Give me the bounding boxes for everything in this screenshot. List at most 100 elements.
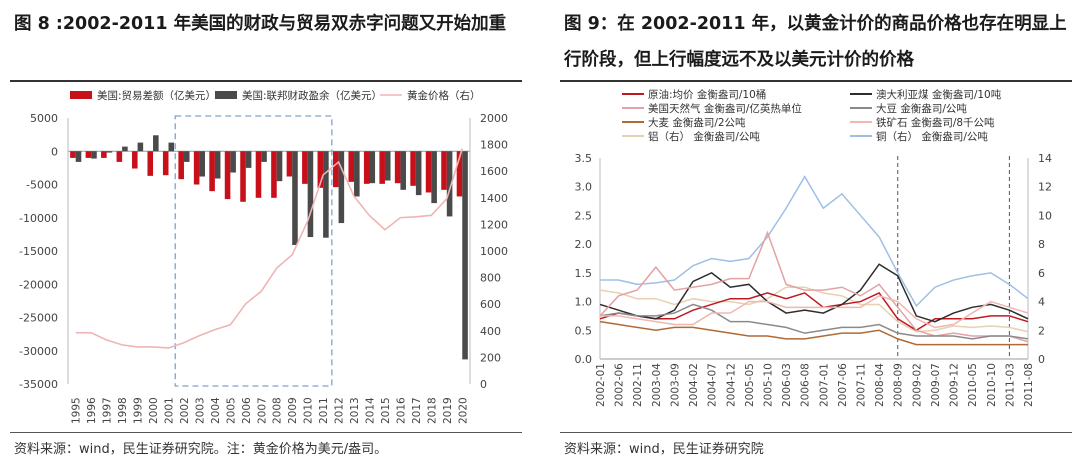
trade-balance-bar <box>333 151 339 188</box>
trade-balance-bar <box>348 151 355 182</box>
left-tick-label: 3.5 <box>575 152 593 165</box>
trade-balance-bar <box>363 151 370 184</box>
fiscal-balance-bar <box>462 151 468 360</box>
left-tick-label: 0 <box>51 145 58 158</box>
right-tick-label: 4 <box>1038 296 1045 309</box>
x-tick-label: 2016 <box>395 397 407 424</box>
right-tick-label: 0 <box>480 378 487 391</box>
figure-9-chart: 3.5 3.0 2.5 2.0 1.5 1.0 0.5 0.0 14 12 10 8 6 4 2 0 2002-… <box>575 88 1053 407</box>
figure-9-panel: 图 9：在 2002-2011 年，以黄金计价的商品价格也存在明显上行阶段，但上… <box>550 0 1080 470</box>
left-tick-label: 2.5 <box>575 209 593 222</box>
trade-balance-bar <box>456 151 463 197</box>
x-tick-label: 2005-10 <box>762 363 774 407</box>
trade-balance-bar <box>302 151 308 184</box>
right-tick-label: 1000 <box>480 245 508 258</box>
series-line <box>600 175 1029 308</box>
legend-swatch <box>70 91 92 99</box>
trade-balance-bar <box>379 151 385 184</box>
fiscal-balance-bar <box>431 151 437 204</box>
legend-label: 美国天然气 金衡盎司/亿英热单位 <box>648 102 802 115</box>
legend-label: 大麦 金衡盎司/2公吨 <box>648 116 746 129</box>
x-tick-label: 2017 <box>411 397 423 424</box>
legend-label: 铝（右） 金衡盎司/公吨 <box>648 130 760 143</box>
right-tick-label: 1200 <box>480 218 508 231</box>
trade-balance-bar <box>240 151 246 202</box>
x-tick-label: 2008-04 <box>874 363 886 407</box>
right-tick-label: 2 <box>1038 324 1045 337</box>
left-tick-label: -25000 <box>19 312 58 325</box>
trade-balance-bar <box>441 151 447 190</box>
x-tick-label: 2015 <box>380 397 392 424</box>
trade-balance-bar <box>394 151 401 184</box>
x-tick-label: 2010-10 <box>986 363 998 407</box>
x-tick-label: 2014 <box>365 397 377 424</box>
x-tick-label: 2004-02 <box>688 363 700 407</box>
trade-balance-bar <box>425 151 432 193</box>
trade-balance-bar <box>147 151 154 176</box>
x-tick-label: 2011-03 <box>1004 363 1016 407</box>
trade-balance-bar <box>224 151 231 200</box>
x-tick-label: 2019 <box>442 397 454 424</box>
figure-9-top-rule <box>560 80 1072 82</box>
x-tick-label: 2009 <box>287 397 299 424</box>
x-tick-label: 2002-01 <box>595 363 607 407</box>
x-tick-label: 2005 <box>225 397 237 424</box>
x-tick-label: 2004-07 <box>707 363 719 407</box>
series-line <box>599 292 1029 332</box>
left-tick-label: -30000 <box>19 345 58 358</box>
x-tick-label: 2011 <box>318 397 330 424</box>
fiscal-balance-bar <box>168 142 175 152</box>
fiscal-balance-bar <box>292 151 298 246</box>
trade-balance-bar <box>162 151 169 176</box>
right-tick-label: 200 <box>480 351 501 364</box>
x-tick-label: 2011-08 <box>1023 363 1035 407</box>
right-tick-label: 10 <box>1038 209 1052 222</box>
figure-8-top-rule <box>10 80 522 82</box>
left-tick-label: -35000 <box>19 378 58 391</box>
x-tick-label: 1996 <box>86 397 98 424</box>
left-tick-label: 0.0 <box>575 353 593 366</box>
fiscal-balance-bar <box>384 151 391 181</box>
fiscal-balance-bar <box>91 151 97 159</box>
fiscal-balance-bar <box>400 151 406 190</box>
right-tick-label: 800 <box>480 272 501 285</box>
x-tick-label: 2004-12 <box>725 363 737 407</box>
fiscal-balance-bar <box>369 151 376 184</box>
trade-balance-bar <box>116 151 123 162</box>
x-tick-label: 1995 <box>71 397 83 424</box>
trade-balance-bar <box>85 151 92 158</box>
left-tick-label: 5000 <box>30 112 58 125</box>
right-tick-label: 400 <box>480 325 501 338</box>
left-tick-label: -5000 <box>26 179 58 192</box>
figure-8-chart: 5000 0 -5000 -10000 -15000 -20000 -25000 -30000… <box>19 89 508 424</box>
trade-balance-bar <box>193 151 200 185</box>
fiscal-balance-bar <box>230 151 236 173</box>
x-tick-label: 2008-09 <box>893 363 905 407</box>
x-tick-label: 2002-11 <box>632 363 644 407</box>
x-tick-label: 2006 <box>241 397 253 424</box>
x-tick-label: 2006-03 <box>781 363 793 407</box>
x-tick-label: 2010 <box>303 397 315 424</box>
fiscal-balance-bar <box>106 151 113 153</box>
left-tick-label: -20000 <box>19 278 58 291</box>
x-tick-label: 2006-08 <box>800 363 812 407</box>
x-tick-label: 2004 <box>210 397 222 424</box>
right-tick-label: 1600 <box>480 165 508 178</box>
trade-balance-bar <box>255 151 262 198</box>
figure-8-title: 图 8 :2002-2011 年美国的财政与贸易双赤字问题又开始加重 <box>14 14 507 34</box>
legend-label: 大豆 金衡盎司/公吨 <box>876 102 967 115</box>
left-tick-label: -15000 <box>19 245 58 258</box>
left-tick-label: 3.0 <box>575 181 593 194</box>
legend-swatch <box>215 91 237 99</box>
legend-label: 黄金价格（右） <box>407 89 481 102</box>
left-tick-label: 0.5 <box>575 324 593 337</box>
fiscal-balance-bar <box>199 151 205 177</box>
fiscal-balance-bar <box>276 151 283 182</box>
legend-label: 美国:贸易差额（亿美元） <box>97 89 216 102</box>
fiscal-balance-bar <box>354 151 360 197</box>
x-tick-label: 2003-04 <box>651 363 663 407</box>
right-tick-label: 6 <box>1038 267 1045 280</box>
x-tick-label: 2009-02 <box>911 363 923 407</box>
trade-balance-bar <box>70 151 76 158</box>
fiscal-balance-bar <box>446 151 453 217</box>
